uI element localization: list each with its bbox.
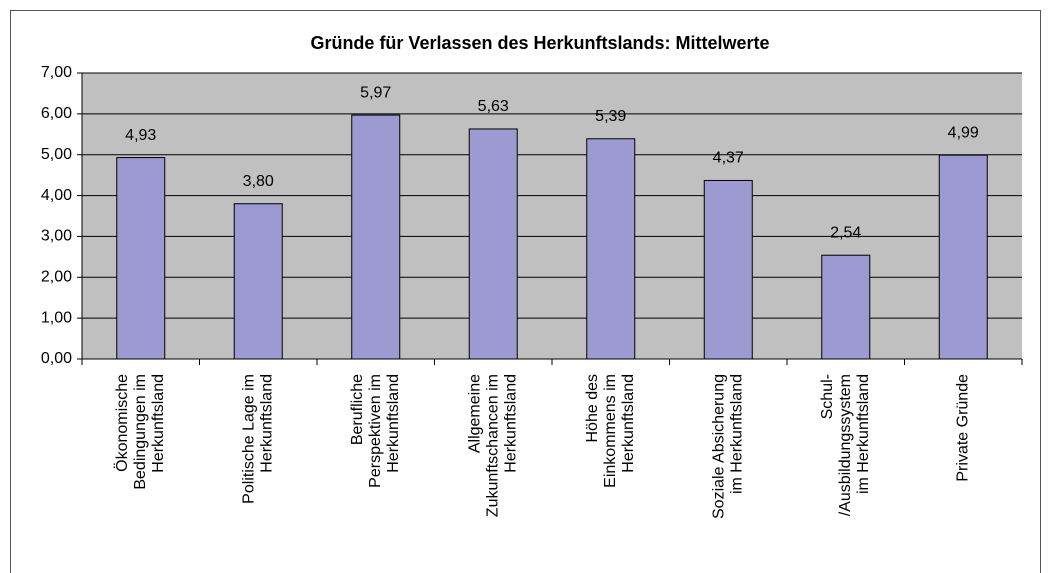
x-tick-label: Soziale Absicherungim Herkunftsland xyxy=(710,374,745,519)
x-tick-label-line: Ökonomische xyxy=(113,374,131,472)
y-tick-label: 2,00 xyxy=(41,269,72,286)
bar xyxy=(468,128,518,360)
x-tick-label-line: Schul- xyxy=(819,374,836,419)
x-tick-label-line: Politische Lage im xyxy=(240,374,257,504)
x-tick-label-line: Einkommens im xyxy=(602,374,619,488)
x-tick-label-line: Berufliche xyxy=(349,374,366,445)
x-tick-label: BeruflichePerspektiven imHerkunftsland xyxy=(349,374,402,488)
x-tick-label: Höhe desEinkommens imHerkunftsland xyxy=(584,374,637,488)
x-tick-label-line: Allgemeine xyxy=(466,374,483,453)
x-tick-label: Schul-/Ausbildungssystemim Herkunftsland xyxy=(819,374,872,516)
y-tick-label: 1,00 xyxy=(41,309,72,326)
bar xyxy=(116,157,166,360)
x-tick-label-line: Höhe des xyxy=(584,374,601,443)
x-tick-label-line: Soziale Absicherung xyxy=(710,374,727,519)
y-tick-label: 0,00 xyxy=(41,350,72,367)
x-tick-label-line: Perspektiven im xyxy=(367,374,384,488)
x-tick-label-line: Herkunftsland xyxy=(620,374,637,473)
plot-area xyxy=(82,73,1022,359)
x-tick-label-line: im Herkunftsland xyxy=(728,374,745,494)
y-tick-label: 7,00 xyxy=(41,64,72,81)
x-tick-label-line: Zukunftschancen im xyxy=(484,374,501,517)
y-tick-label: 6,00 xyxy=(41,105,72,122)
value-label: 5,63 xyxy=(478,98,509,115)
x-tick-label-line: Bedingungen im xyxy=(132,374,149,490)
y-tick-label: 5,00 xyxy=(41,146,72,163)
x-tick-label: Politische Lage imHerkunftsland xyxy=(240,374,275,504)
chart-title: Gründe für Verlassen des Herkunftslands:… xyxy=(310,33,769,53)
bar xyxy=(233,203,283,360)
x-tick-label: Private Gründe xyxy=(954,374,971,482)
x-tick-label: ÖkonomischeBedingungen imHerkunftsland xyxy=(113,374,167,490)
bar xyxy=(351,114,401,360)
bar xyxy=(586,138,636,360)
bar xyxy=(703,179,753,360)
x-tick-label-line: Herkunftsland xyxy=(150,374,167,473)
x-tick-label-line: Private Gründe xyxy=(954,374,971,482)
y-tick-label: 4,00 xyxy=(41,187,72,204)
value-label: 4,93 xyxy=(125,127,156,144)
value-label: 2,54 xyxy=(830,224,861,241)
bar xyxy=(821,254,871,360)
value-label: 5,97 xyxy=(360,84,391,101)
value-label: 4,37 xyxy=(713,150,744,167)
x-tick-label-line: im Herkunftsland xyxy=(855,374,872,494)
value-label: 4,99 xyxy=(948,124,979,141)
value-label: 3,80 xyxy=(243,173,274,190)
x-tick-label-line: Herkunftsland xyxy=(502,374,519,473)
x-tick-label-line: /Ausbildungssystem xyxy=(837,374,854,516)
x-tick-label-line: Herkunftsland xyxy=(385,374,402,473)
value-label: 5,39 xyxy=(595,108,626,125)
bar xyxy=(938,154,988,360)
x-tick-label: AllgemeineZukunftschancen imHerkunftslan… xyxy=(466,374,519,517)
x-tick-label-line: Herkunftsland xyxy=(258,374,275,473)
y-tick-label: 3,00 xyxy=(41,228,72,245)
